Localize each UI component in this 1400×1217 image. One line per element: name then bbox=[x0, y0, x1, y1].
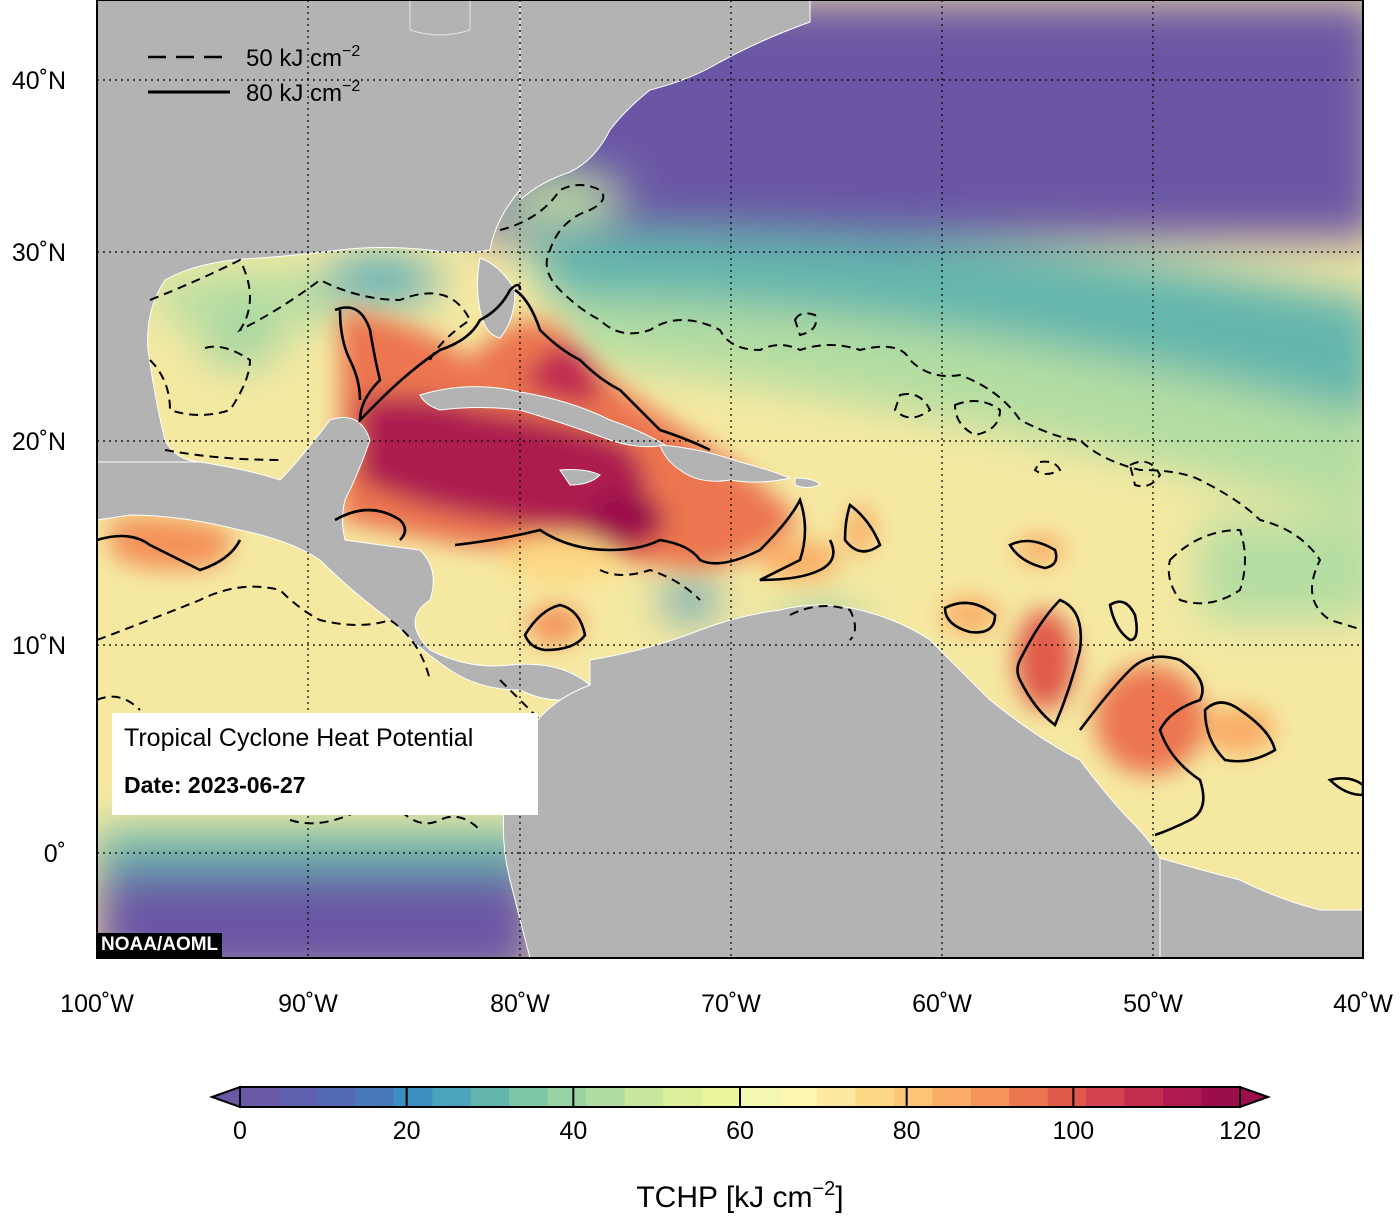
contour-80 bbox=[97, 283, 1363, 837]
colorbar-tick-label: 120 bbox=[1219, 1117, 1261, 1145]
lat-tick-20n: 20˚N bbox=[12, 428, 66, 456]
colorbar-segment bbox=[701, 1087, 741, 1107]
colorbar-segment bbox=[1009, 1087, 1049, 1107]
colorbar-segment bbox=[547, 1087, 587, 1107]
colorbar-segment bbox=[586, 1087, 626, 1107]
colorbar-min-arrow bbox=[209, 1085, 241, 1109]
colorbar-segment bbox=[316, 1087, 356, 1107]
legend-solid-label: 80 kJ cm−2 bbox=[246, 78, 360, 107]
info-title: Tropical Cyclone Heat Potential bbox=[124, 724, 474, 752]
info-box: Tropical Cyclone Heat Potential Date: 20… bbox=[112, 713, 538, 815]
lon-tick-60w: 60˚W bbox=[912, 990, 972, 1018]
colorbar-segment bbox=[1086, 1087, 1126, 1107]
colorbar-tick-label: 60 bbox=[726, 1117, 754, 1145]
lat-tick-labels: 40˚N 30˚N 20˚N 10˚N 0˚ bbox=[12, 67, 66, 868]
lat-tick-0: 0˚ bbox=[44, 840, 66, 868]
colorbar: 0 20 40 60 80 100 120 TCHP [kJ cm−2] bbox=[209, 1085, 1271, 1214]
colorbar-segment bbox=[1124, 1087, 1164, 1107]
credit-badge: NOAA/AOML bbox=[97, 933, 223, 957]
colorbar-title: TCHP [kJ cm−2] bbox=[636, 1178, 843, 1214]
colorbar-ticks: 0 20 40 60 80 100 120 bbox=[233, 1087, 1261, 1145]
colorbar-tick-label: 0 bbox=[233, 1117, 247, 1145]
lon-tick-90w: 90˚W bbox=[278, 990, 338, 1018]
lon-tick-labels: 100˚W 90˚W 80˚W 70˚W 60˚W 50˚W 40˚W bbox=[60, 990, 1393, 1018]
lat-tick-10n: 10˚N bbox=[12, 632, 66, 660]
lon-tick-80w: 80˚W bbox=[490, 990, 550, 1018]
lon-tick-50w: 50˚W bbox=[1123, 990, 1183, 1018]
colorbar-segment bbox=[663, 1087, 703, 1107]
colorbar-segment bbox=[1163, 1087, 1203, 1107]
map-area bbox=[97, 0, 1363, 958]
land bbox=[97, 0, 1363, 958]
lat-tick-40n: 40˚N bbox=[12, 67, 66, 95]
colorbar-tick-label: 20 bbox=[393, 1117, 421, 1145]
colorbar-segment bbox=[1047, 1087, 1087, 1107]
colorbar-segment bbox=[778, 1087, 818, 1107]
colorbar-segment bbox=[932, 1087, 972, 1107]
colorbar-segment bbox=[509, 1087, 549, 1107]
colorbar-segment bbox=[740, 1087, 780, 1107]
contour-legend: 50 kJ cm−2 80 kJ cm−2 bbox=[148, 43, 360, 107]
colorbar-tick-label: 100 bbox=[1052, 1117, 1094, 1145]
info-date: Date: 2023-06-27 bbox=[124, 772, 306, 798]
contour-50 bbox=[97, 184, 1363, 831]
legend-dashed-label: 50 kJ cm−2 bbox=[246, 43, 360, 72]
colorbar-segment bbox=[432, 1087, 472, 1107]
colorbar-segment bbox=[1201, 1087, 1241, 1107]
colorbar-segment bbox=[970, 1087, 1010, 1107]
colorbar-segment bbox=[393, 1087, 433, 1107]
lat-tick-30n: 30˚N bbox=[12, 239, 66, 267]
colorbar-segment bbox=[893, 1087, 933, 1107]
colorbar-max-arrow bbox=[1239, 1085, 1271, 1109]
colorbar-segment bbox=[470, 1087, 510, 1107]
map-frame bbox=[96, 0, 1364, 959]
colorbar-segment bbox=[240, 1087, 280, 1107]
lon-tick-40w: 40˚W bbox=[1333, 990, 1393, 1018]
colorbar-tick-label: 40 bbox=[559, 1117, 587, 1145]
colorbar-segment bbox=[816, 1087, 856, 1107]
colorbar-tick-label: 80 bbox=[893, 1117, 921, 1145]
colorbar-segment bbox=[278, 1087, 318, 1107]
colorbar-segment bbox=[855, 1087, 895, 1107]
lon-tick-70w: 70˚W bbox=[701, 990, 761, 1018]
colorbar-segment bbox=[355, 1087, 395, 1107]
lon-tick-100w: 100˚W bbox=[60, 990, 134, 1018]
colorbar-segment bbox=[624, 1087, 664, 1107]
colorbar-segments bbox=[240, 1087, 1241, 1107]
